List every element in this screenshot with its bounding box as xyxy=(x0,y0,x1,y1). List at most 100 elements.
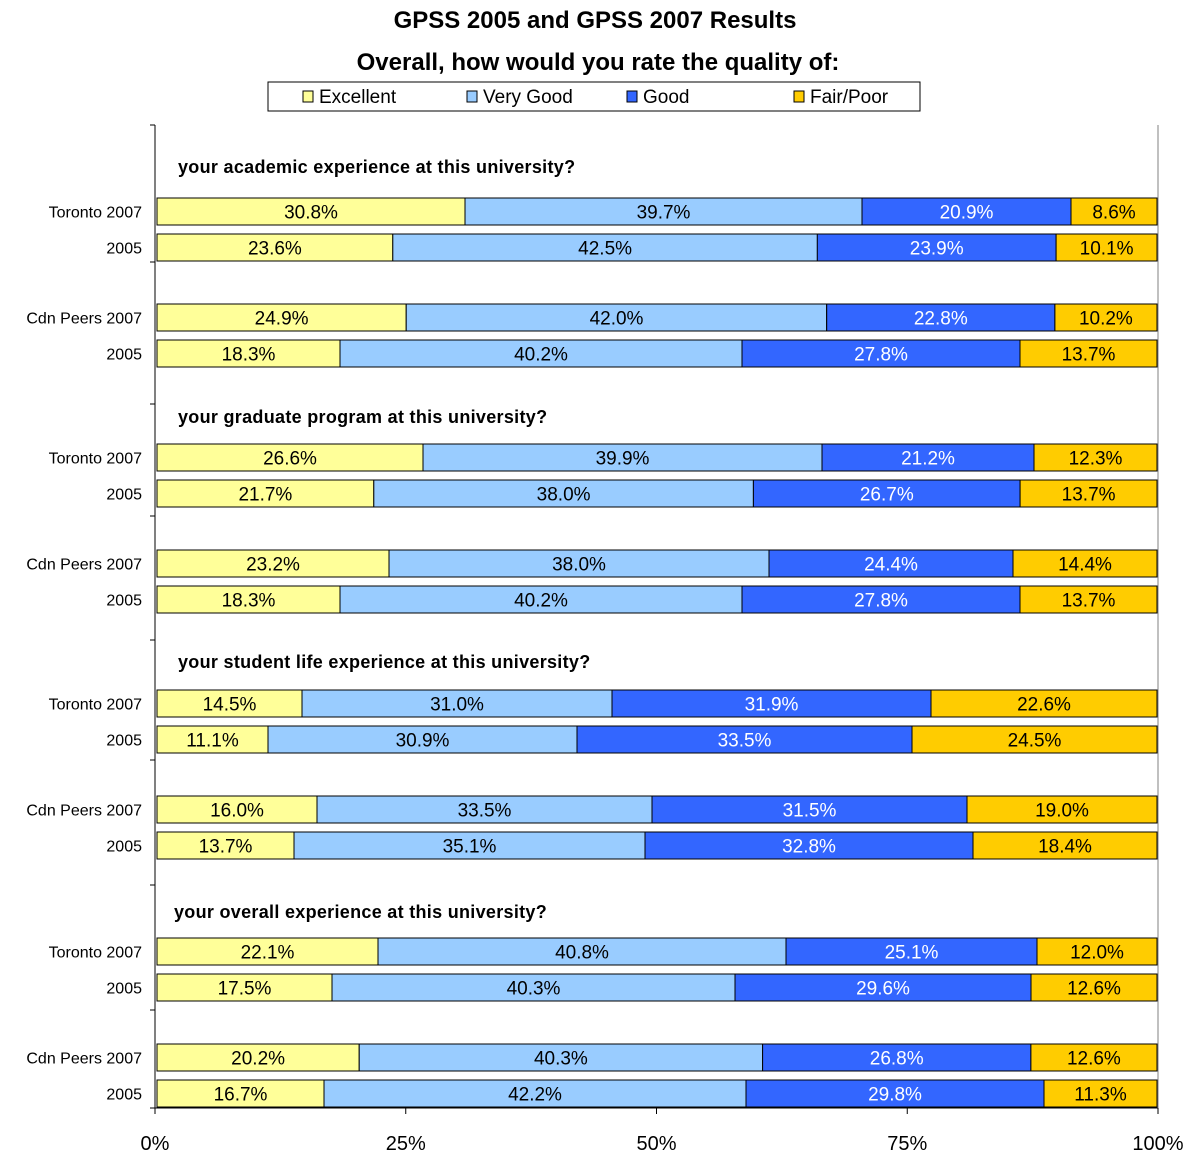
data-label-excellent: 14.5% xyxy=(203,695,257,716)
data-label-good: 26.8% xyxy=(870,1049,924,1070)
data-label-good: 32.8% xyxy=(782,837,836,858)
row-label: 2005 xyxy=(106,347,142,364)
row-label: 2005 xyxy=(106,733,142,750)
row-label: Toronto 2007 xyxy=(49,697,143,714)
legend: Excellent Very Good Good Fair/Poor xyxy=(267,81,921,112)
bar-segment-good xyxy=(611,689,932,718)
data-label-good: 33.5% xyxy=(718,731,772,752)
data-label-fair-poor: 12.6% xyxy=(1067,979,1121,1000)
data-label-good: 27.8% xyxy=(854,591,908,612)
data-label-good: 23.9% xyxy=(910,239,964,260)
data-label-fair-poor: 12.3% xyxy=(1069,449,1123,470)
data-label-fair-poor: 13.7% xyxy=(1062,345,1116,366)
bar-segment-very-good xyxy=(323,1079,747,1108)
data-label-good: 24.4% xyxy=(864,555,918,576)
bar-segment-fair-poor xyxy=(966,795,1158,824)
data-label-very-good: 40.3% xyxy=(534,1049,588,1070)
data-label-excellent: 16.0% xyxy=(210,801,264,822)
bar-segment-excellent xyxy=(156,795,318,824)
group-title: your overall experience at this universi… xyxy=(174,902,547,922)
data-label-fair-poor: 11.3% xyxy=(1074,1085,1127,1106)
row-label: 2005 xyxy=(106,981,142,998)
bar-segment-excellent xyxy=(156,1043,360,1072)
bar-rows: Toronto 2007 30.8% 39.7% 20.9% 8.6% 2005 23.6%… xyxy=(26,197,1158,1108)
data-label-fair-poor: 12.0% xyxy=(1070,943,1124,964)
data-label-very-good: 33.5% xyxy=(458,801,512,822)
row-label: 2005 xyxy=(106,487,142,504)
row-label: 2005 xyxy=(106,593,142,610)
bar-segment-fair-poor xyxy=(1036,937,1158,966)
bar-segment-fair-poor xyxy=(1012,549,1158,578)
group-title: your academic experience at this univers… xyxy=(178,157,575,177)
row-label: 2005 xyxy=(106,839,142,856)
bar-segment-very-good xyxy=(373,479,754,508)
bar-segment-good xyxy=(821,443,1035,472)
legend-label-very-good: Very Good xyxy=(483,87,573,108)
row-label: Cdn Peers 2007 xyxy=(26,1051,142,1068)
bar-segment-good xyxy=(734,973,1032,1002)
row-label: Toronto 2007 xyxy=(49,205,143,222)
bar-segment-excellent xyxy=(156,339,341,368)
data-label-good: 20.9% xyxy=(940,203,994,224)
bar-segment-very-good xyxy=(422,443,823,472)
data-label-good: 21.2% xyxy=(901,449,955,470)
data-label-very-good: 40.2% xyxy=(514,345,568,366)
bar-segment-excellent xyxy=(156,725,269,754)
bar-segment-fair-poor xyxy=(1030,1043,1158,1072)
bar-segment-good xyxy=(826,303,1056,332)
data-label-good: 27.8% xyxy=(854,345,908,366)
data-label-good: 22.8% xyxy=(914,309,968,330)
bar-segment-very-good xyxy=(339,339,743,368)
x-axis: 0% 25% 50% 75% 100% xyxy=(141,1108,1184,1155)
data-label-excellent: 17.5% xyxy=(218,979,272,1000)
data-label-very-good: 40.8% xyxy=(555,943,609,964)
bar-segment-excellent xyxy=(156,233,394,262)
data-label-fair-poor: 18.4% xyxy=(1038,837,1092,858)
bar-segment-fair-poor xyxy=(1033,443,1158,472)
bar-segment-excellent xyxy=(156,443,424,472)
y-axis-ticks xyxy=(150,124,155,1109)
data-label-fair-poor: 24.5% xyxy=(1008,731,1062,752)
legend-swatch-very-good xyxy=(466,90,478,103)
data-label-fair-poor: 10.1% xyxy=(1080,239,1134,260)
legend-label-fair-poor: Fair/Poor xyxy=(810,87,889,108)
row-label: 2005 xyxy=(106,1087,142,1104)
group-title: your graduate program at this university… xyxy=(178,407,547,427)
data-label-fair-poor: 14.4% xyxy=(1058,555,1112,576)
data-label-excellent: 23.2% xyxy=(246,555,300,576)
group-title: your student life experience at this uni… xyxy=(178,652,591,672)
bar-segment-good xyxy=(785,937,1038,966)
data-label-good: 25.1% xyxy=(885,943,939,964)
legend-swatch-fair-poor xyxy=(793,90,805,103)
data-label-excellent: 21.7% xyxy=(238,485,292,506)
data-label-very-good: 31.0% xyxy=(430,695,484,716)
bar-segment-fair-poor xyxy=(1030,973,1158,1002)
bar-segment-good xyxy=(576,725,913,754)
data-label-very-good: 42.2% xyxy=(508,1085,562,1106)
x-tick-label: 25% xyxy=(386,1133,426,1155)
data-label-excellent: 30.8% xyxy=(284,203,338,224)
bar-segment-very-good xyxy=(301,689,613,718)
data-label-excellent: 13.7% xyxy=(199,837,253,858)
data-label-very-good: 38.0% xyxy=(537,485,591,506)
data-label-good: 31.5% xyxy=(783,801,837,822)
legend-swatch-excellent xyxy=(302,90,314,103)
bar-segment-fair-poor xyxy=(1043,1079,1158,1108)
data-label-excellent: 24.9% xyxy=(255,309,309,330)
data-label-excellent: 18.3% xyxy=(222,345,276,366)
data-label-fair-poor: 13.7% xyxy=(1062,485,1116,506)
bar-segment-very-good xyxy=(316,795,653,824)
data-label-excellent: 16.7% xyxy=(214,1085,268,1106)
data-label-good: 31.9% xyxy=(745,695,799,716)
data-label-excellent: 18.3% xyxy=(222,591,276,612)
data-label-fair-poor: 22.6% xyxy=(1017,695,1071,716)
bar-segment-fair-poor xyxy=(1019,585,1158,614)
row-label: Cdn Peers 2007 xyxy=(26,311,142,328)
bar-segment-excellent xyxy=(156,689,303,718)
row-label: Toronto 2007 xyxy=(49,451,143,468)
data-label-fair-poor: 8.6% xyxy=(1092,203,1135,224)
bar-segment-good xyxy=(741,339,1021,368)
data-label-very-good: 30.9% xyxy=(396,731,450,752)
bar-segment-good xyxy=(762,1043,1032,1072)
